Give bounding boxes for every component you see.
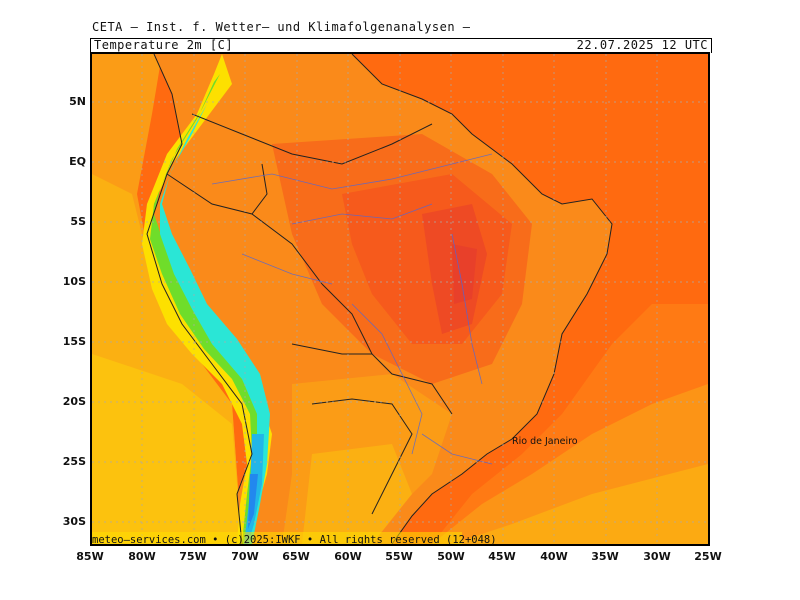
- temperature-map: [90, 52, 710, 546]
- city-label-rio: Rio de Janeiro: [512, 436, 578, 447]
- lon-label-50w: 50W: [437, 550, 465, 563]
- lon-label-25w: 25W: [694, 550, 722, 563]
- lat-label-10s: 10S: [62, 275, 86, 288]
- lon-label-45w: 45W: [488, 550, 516, 563]
- map-title: CETA – Inst. f. Wetter– und Klimafolgena…: [92, 20, 471, 34]
- map-canvas: [92, 54, 708, 544]
- lon-label-30w: 30W: [643, 550, 671, 563]
- lat-label-20s: 20S: [62, 395, 86, 408]
- lon-label-35w: 35W: [591, 550, 619, 563]
- lat-label-5s: 5S: [70, 215, 86, 228]
- lat-label-5n: 5N: [69, 95, 86, 108]
- lon-label-55w: 55W: [385, 550, 413, 563]
- credits-text: meteo–services.com • (c)2025:IWKF • All …: [92, 534, 497, 546]
- lat-label-30s: 30S: [62, 515, 86, 528]
- lat-label-25s: 25S: [62, 455, 86, 468]
- graticule: [92, 54, 708, 544]
- subtitle-bar: [90, 38, 712, 53]
- variable-label: Temperature 2m [C]: [94, 38, 234, 52]
- country-borders: [146, 54, 613, 544]
- lon-label-60w: 60W: [334, 550, 362, 563]
- lon-label-65w: 65W: [282, 550, 310, 563]
- valid-time: 22.07.2025 12 UTC: [576, 38, 708, 52]
- lon-label-40w: 40W: [540, 550, 568, 563]
- lon-label-70w: 70W: [231, 550, 259, 563]
- rivers: [211, 153, 493, 465]
- lon-label-85w: 85W: [76, 550, 104, 563]
- lat-label-eq: EQ: [69, 155, 86, 168]
- lat-label-15s: 15S: [62, 335, 86, 348]
- lon-label-75w: 75W: [179, 550, 207, 563]
- lon-label-80w: 80W: [128, 550, 156, 563]
